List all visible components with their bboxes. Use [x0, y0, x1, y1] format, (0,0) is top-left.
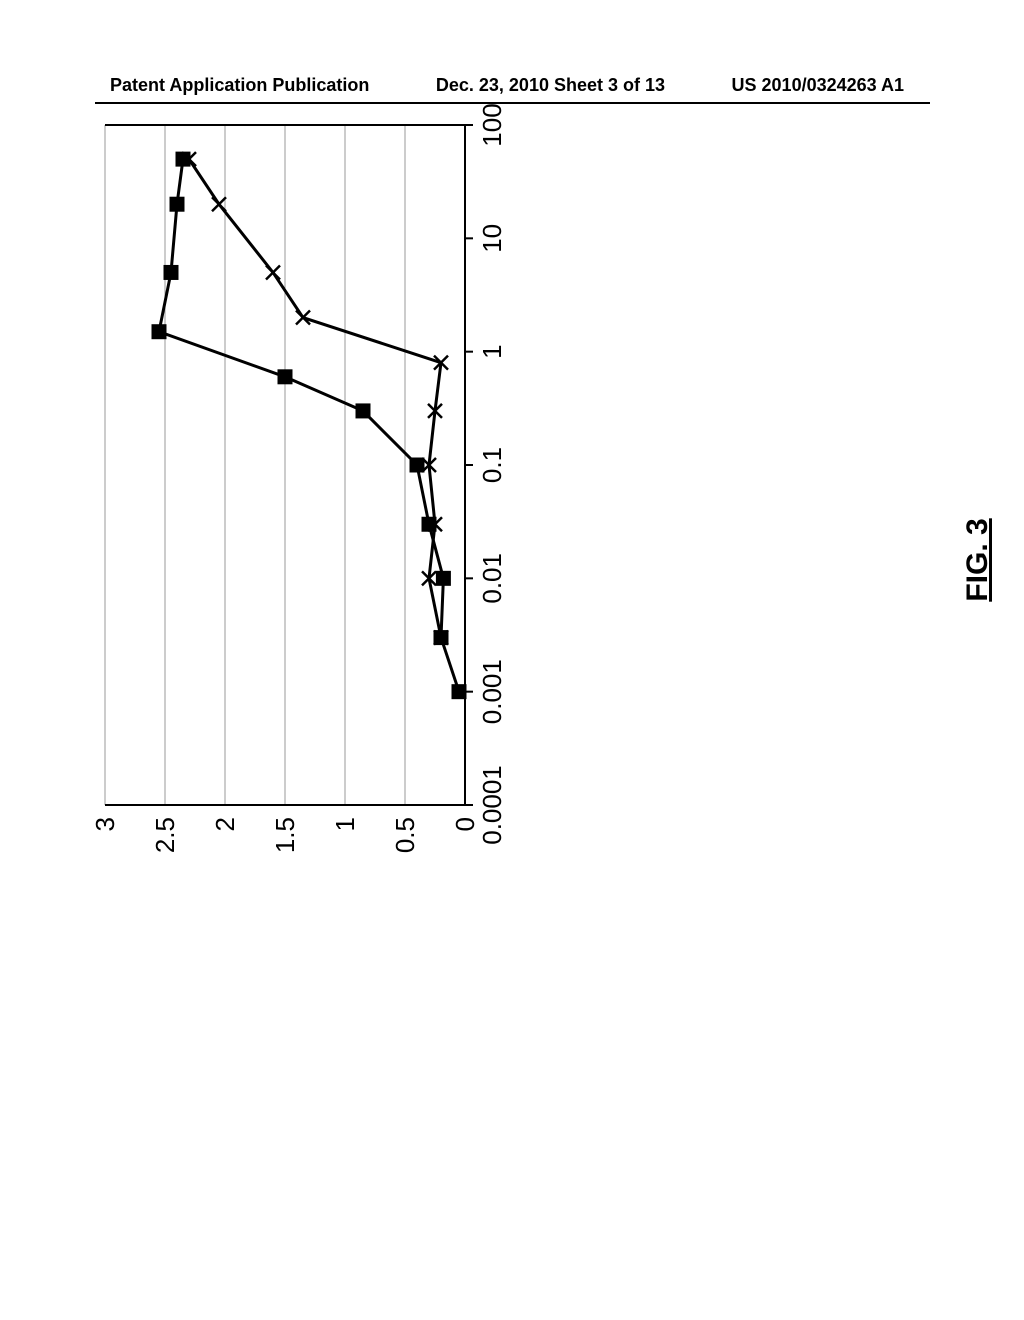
marker-square	[164, 265, 178, 279]
y-tick-label: 1	[330, 817, 360, 831]
x-tick-label: 1	[477, 344, 507, 358]
page-header: Patent Application Publication Dec. 23, …	[0, 75, 1024, 96]
y-tick-label: 0.5	[390, 817, 420, 853]
x-tick-label: 0.1	[477, 447, 507, 483]
y-tick-label: 2.5	[150, 817, 180, 853]
marker-square	[356, 404, 370, 418]
marker-square	[170, 197, 184, 211]
chart-line-log: 0 0.5 1 1.5 2 2.5 3 0.0001 0.001 0.01 0.1 1 10 100	[95, 95, 535, 875]
marker-square	[452, 685, 466, 699]
y-tick-label: 2	[210, 817, 240, 831]
y-tick-label: 3	[95, 817, 120, 831]
x-tick-label: 100	[477, 103, 507, 146]
header-center: Dec. 23, 2010 Sheet 3 of 13	[436, 75, 665, 96]
x-tick-label: 0.001	[477, 659, 507, 724]
marker-square	[410, 458, 424, 472]
header-right: US 2010/0324263 A1	[732, 75, 904, 96]
y-tick-label: 1.5	[270, 817, 300, 853]
marker-square	[278, 370, 292, 384]
header-left: Patent Application Publication	[110, 75, 369, 96]
figure-caption: FIG. 3	[961, 518, 995, 601]
x-tick-label: 0.01	[477, 553, 507, 604]
marker-square	[152, 325, 166, 339]
x-tick-label: 10	[477, 224, 507, 253]
y-tick-label: 0	[450, 817, 480, 831]
marker-square	[436, 571, 450, 585]
figure-3: 00.511.522.530.00010.0010.010.1110100 FI…	[95, 245, 875, 875]
x-tick-label: 0.0001	[477, 765, 507, 845]
